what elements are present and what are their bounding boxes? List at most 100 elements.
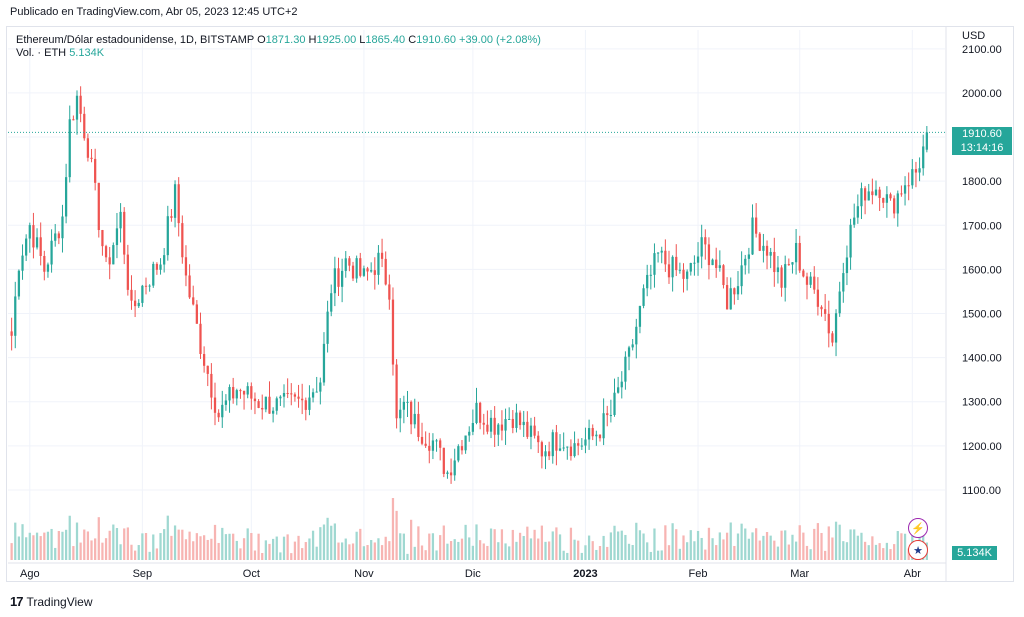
- volume-bar: [232, 533, 235, 560]
- candle-body: [882, 197, 885, 203]
- volume-bar: [867, 545, 870, 560]
- volume-bar: [446, 543, 449, 560]
- candle-body: [239, 390, 242, 392]
- volume-bar: [500, 529, 504, 560]
- candle-body: [584, 439, 587, 446]
- volume-bar: [395, 510, 398, 560]
- volume-bar: [72, 546, 75, 560]
- volume-bar: [126, 527, 129, 560]
- volume-bar: [646, 542, 649, 560]
- symbol-legend[interactable]: Ethereum/Dólar estadounidense, 1D, BITST…: [16, 33, 541, 48]
- candle-body: [631, 344, 634, 348]
- candle-body: [903, 185, 907, 194]
- y-tick-label: 2000.00: [962, 88, 1002, 100]
- candle-body: [115, 228, 119, 246]
- candle-body: [918, 168, 921, 173]
- candle-body: [46, 264, 50, 272]
- candle-body: [177, 184, 180, 224]
- high-label: H: [308, 34, 317, 46]
- volume-bar: [228, 533, 231, 560]
- candle-body: [624, 356, 627, 382]
- candle-body: [606, 413, 609, 416]
- candle-body: [330, 293, 333, 312]
- volume-bar: [533, 529, 536, 560]
- candle-body: [64, 177, 68, 217]
- volume-bar: [787, 544, 790, 560]
- chart-frame: [6, 26, 1014, 582]
- volume-bar: [693, 541, 696, 560]
- us-flag-icon[interactable]: ★: [908, 540, 928, 560]
- lightning-bolt-icon[interactable]: ⚡: [908, 518, 928, 538]
- candle-body: [515, 412, 518, 428]
- currency-label[interactable]: USD: [962, 30, 986, 42]
- volume-bar: [798, 525, 801, 560]
- volume-bar: [838, 524, 841, 560]
- candle-body: [617, 387, 620, 393]
- volume-bar: [163, 529, 166, 560]
- candle-body: [722, 265, 725, 286]
- candle-body: [518, 412, 522, 426]
- candle-body: [922, 146, 925, 169]
- candle-body: [885, 194, 889, 203]
- candle-body: [707, 244, 711, 266]
- candle-body: [355, 258, 358, 279]
- candle-body: [195, 304, 198, 324]
- volume-legend[interactable]: Vol. · ETH 5.134K: [16, 47, 104, 59]
- volume-bar: [370, 540, 373, 560]
- candle-body: [366, 268, 369, 272]
- volume-bar: [86, 531, 90, 560]
- candle-body: [602, 413, 605, 439]
- volume-bar: [319, 527, 322, 560]
- volume-bar: [94, 538, 97, 560]
- candle-body: [482, 422, 485, 425]
- volume-bar: [689, 530, 692, 560]
- volume-bar: [773, 540, 776, 560]
- volume-bar: [729, 522, 732, 560]
- candle-body: [896, 193, 899, 214]
- candle-body: [907, 185, 910, 187]
- candle-body: [529, 425, 533, 437]
- candle-body: [308, 397, 311, 410]
- volume-bar: [399, 533, 402, 560]
- volume-bar: [39, 536, 42, 560]
- candle-body: [79, 95, 82, 114]
- candle-body: [170, 216, 173, 218]
- volume-bar: [235, 540, 238, 560]
- volume-bar: [704, 549, 707, 560]
- volume-bar: [224, 534, 228, 560]
- brand-footer[interactable]: 17 TradingView: [10, 594, 93, 609]
- candle-body: [842, 273, 845, 292]
- volume-bar: [25, 537, 28, 560]
- candle-body: [744, 258, 747, 266]
- volume-bar: [656, 550, 660, 560]
- candle-body: [504, 419, 507, 431]
- volume-bar: [17, 536, 21, 560]
- candle-body: [686, 271, 689, 279]
- volume-bar: [784, 530, 787, 560]
- candle-body: [192, 297, 195, 305]
- x-tick-label: 2023: [573, 568, 597, 580]
- volume-bar: [293, 541, 297, 560]
- volume-bar: [620, 530, 623, 560]
- candle-body: [54, 233, 57, 241]
- volume-bar: [420, 545, 424, 560]
- volume-bar: [424, 550, 427, 560]
- candle-body: [664, 250, 667, 265]
- candle-body: [17, 270, 21, 297]
- volume-bar: [667, 545, 671, 560]
- candle-body: [32, 225, 35, 248]
- candle-body: [370, 270, 373, 272]
- volume-bar: [57, 530, 60, 560]
- volume-bar: [580, 552, 583, 560]
- volume-tag: 5.134K: [952, 546, 997, 560]
- candle-body: [725, 285, 729, 310]
- volume-bar: [896, 531, 899, 560]
- candle-body: [199, 323, 202, 355]
- open-label: O: [257, 34, 266, 46]
- volume-bar: [725, 532, 729, 560]
- volume-bar: [388, 541, 391, 560]
- candle-body: [656, 252, 660, 254]
- candle-body: [104, 246, 108, 258]
- volume-bar: [740, 523, 743, 560]
